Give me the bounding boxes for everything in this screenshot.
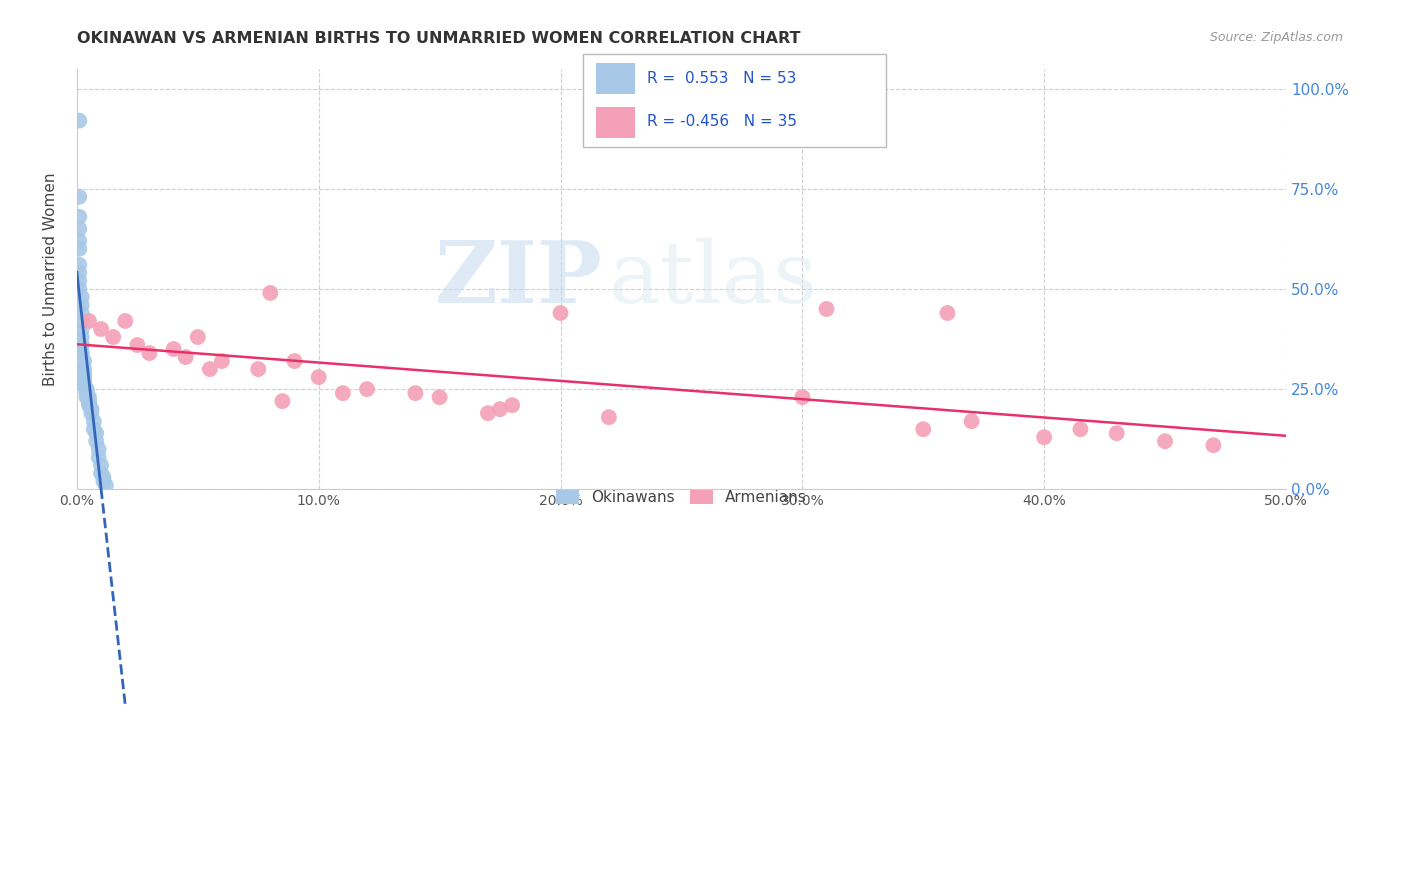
Point (67, 274, 90, 288)
Point (77, 314, 100, 328)
Point (187, 330, 209, 344)
Point (77, 394, 100, 409)
Point (73, 370, 96, 384)
Point (70, 290, 93, 304)
Point (162, 342, 184, 356)
Point (70, 338, 93, 352)
Point (174, 350, 197, 364)
Point (77, 394, 100, 409)
Point (1105, 426, 1128, 441)
Point (550, 306, 572, 320)
Point (936, 306, 959, 320)
Point (101, 330, 124, 344)
Point (1033, 430, 1056, 444)
Point (127, 338, 149, 352)
Point (489, 402, 512, 417)
Point (271, 394, 294, 409)
Point (70, 330, 93, 344)
Point (259, 285, 281, 300)
Point (80, 402, 103, 417)
Point (84, 426, 107, 441)
Text: ZIP: ZIP (434, 237, 603, 321)
Point (67, 234, 90, 248)
Point (73, 378, 96, 392)
Point (73, 362, 96, 376)
Point (87, 450, 110, 465)
Point (138, 346, 160, 360)
Text: R =  0.553   N = 53: R = 0.553 N = 53 (647, 71, 796, 87)
Point (73, 354, 96, 368)
FancyBboxPatch shape (583, 54, 886, 147)
Point (792, 390, 814, 404)
Point (70, 322, 93, 336)
Point (198, 362, 221, 376)
Text: Source: ZipAtlas.com: Source: ZipAtlas.com (1209, 31, 1343, 45)
Point (477, 406, 499, 420)
Point (73, 378, 96, 392)
Point (67, 222, 90, 236)
Point (83, 422, 105, 436)
Point (76, 386, 98, 401)
Point (114, 314, 136, 328)
Point (76, 382, 98, 396)
Point (67, 190, 90, 204)
Point (76, 386, 98, 401)
Point (83, 414, 105, 428)
Text: atlas: atlas (609, 237, 818, 320)
Point (70, 338, 93, 352)
Point (67, 266, 90, 280)
Point (1154, 434, 1177, 449)
Point (356, 382, 378, 396)
Point (93, 470, 115, 484)
Point (912, 422, 935, 436)
Point (404, 386, 426, 401)
FancyBboxPatch shape (596, 107, 636, 138)
Text: OKINAWAN VS ARMENIAN BIRTHS TO UNMARRIED WOMEN CORRELATION CHART: OKINAWAN VS ARMENIAN BIRTHS TO UNMARRIED… (77, 31, 801, 46)
Point (70, 346, 93, 360)
Point (1069, 422, 1091, 436)
Point (247, 362, 270, 376)
Point (76, 390, 98, 404)
Text: R = -0.456   N = 35: R = -0.456 N = 35 (647, 114, 797, 129)
Point (67, 258, 90, 272)
Point (67, 113, 90, 128)
Point (332, 386, 354, 401)
Point (84, 434, 107, 449)
Point (73, 366, 96, 380)
Point (70, 314, 93, 328)
Point (211, 354, 233, 368)
Point (960, 414, 983, 428)
Point (815, 301, 838, 316)
Point (308, 370, 330, 384)
Y-axis label: Births to Unmarried Women: Births to Unmarried Women (44, 172, 58, 385)
Point (90, 322, 112, 336)
Point (77, 390, 100, 404)
Point (90, 458, 112, 473)
Point (77, 398, 100, 412)
FancyBboxPatch shape (596, 63, 636, 94)
Point (73, 374, 96, 388)
Point (70, 306, 93, 320)
Point (94, 478, 117, 492)
Point (73, 370, 96, 384)
Point (598, 410, 620, 425)
Point (70, 346, 93, 360)
Point (73, 374, 96, 388)
Point (93, 475, 115, 489)
Point (67, 242, 90, 256)
Point (1202, 438, 1225, 452)
Point (67, 210, 90, 224)
Point (283, 354, 305, 368)
Point (80, 406, 103, 420)
Point (501, 398, 523, 412)
Point (67, 282, 90, 296)
Legend: Okinawans, Armenians: Okinawans, Armenians (550, 483, 813, 511)
Point (429, 390, 451, 404)
Point (87, 442, 110, 457)
Point (70, 298, 93, 312)
Point (76, 382, 98, 396)
Point (80, 402, 103, 417)
Point (90, 467, 112, 481)
